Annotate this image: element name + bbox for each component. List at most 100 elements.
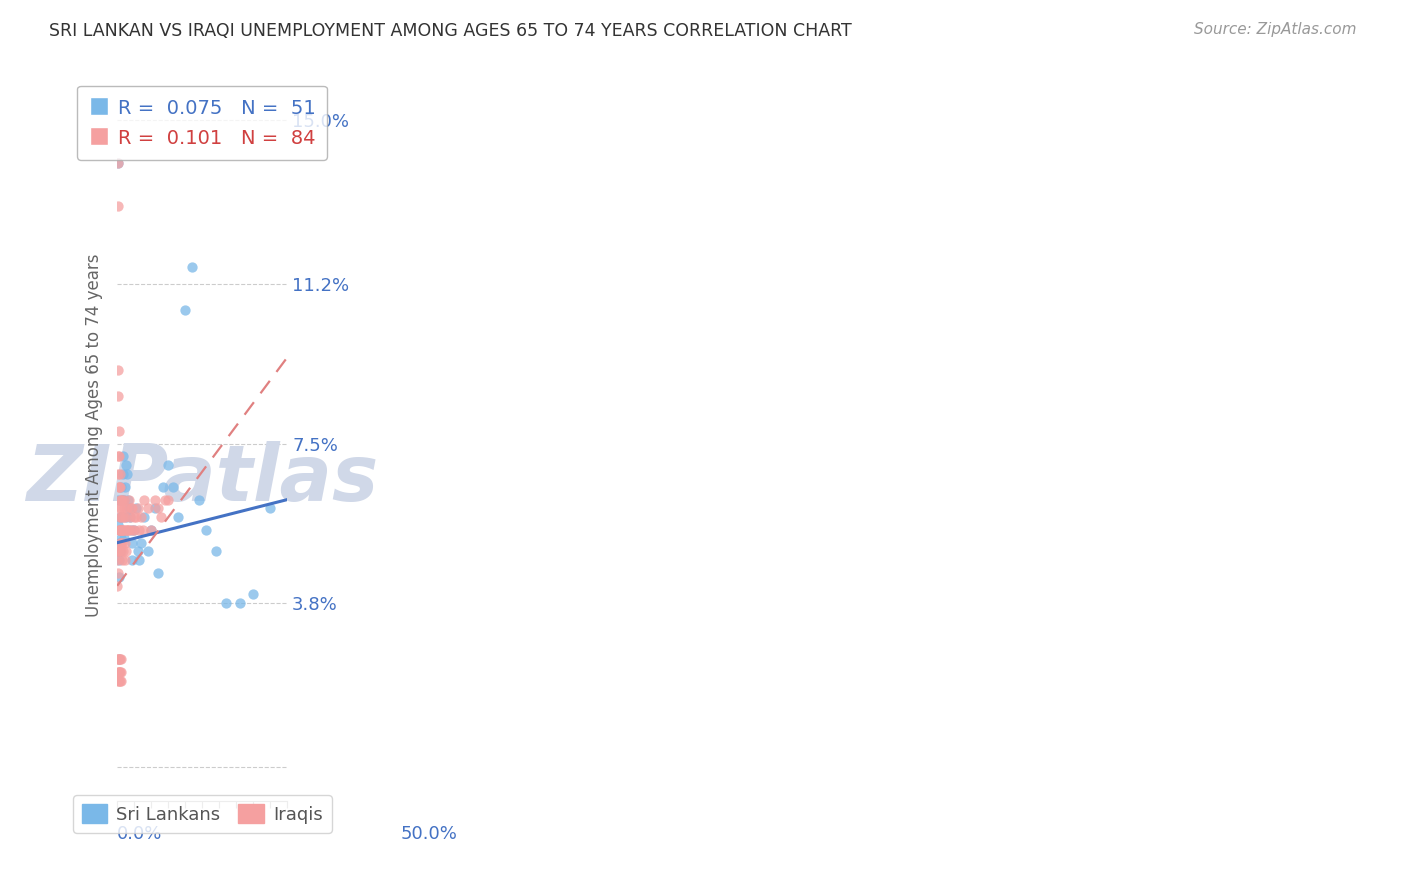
Point (174, 302, 197, 317)
Point (121, 553, 143, 567)
Point (111, 509, 134, 524)
Point (118, 523, 141, 537)
Point (108, 544, 131, 558)
Point (127, 501, 149, 516)
Point (108, 480, 131, 494)
Point (108, 523, 131, 537)
Point (187, 492, 209, 507)
Point (107, 652, 129, 666)
Point (107, 467, 129, 481)
Point (111, 509, 134, 524)
Point (114, 480, 136, 494)
Point (128, 523, 150, 537)
Point (259, 501, 281, 516)
Point (110, 665, 132, 679)
Point (162, 480, 184, 494)
Point (108, 523, 131, 537)
Point (108, 501, 131, 516)
Point (110, 501, 132, 516)
Point (146, 501, 169, 516)
Point (152, 480, 174, 494)
Point (107, 156, 129, 170)
Point (107, 518, 129, 533)
Point (107, 535, 129, 549)
Point (110, 523, 132, 537)
Point (131, 523, 153, 537)
Point (112, 523, 135, 537)
Point (143, 492, 166, 507)
Point (215, 596, 238, 610)
Point (107, 523, 129, 537)
Text: 50.0%: 50.0% (401, 825, 457, 843)
Point (117, 501, 139, 516)
Point (114, 553, 136, 567)
Text: SRI LANKAN VS IRAQI UNEMPLOYMENT AMONG AGES 65 TO 74 YEARS CORRELATION CHART: SRI LANKAN VS IRAQI UNEMPLOYMENT AMONG A… (49, 22, 852, 40)
Point (143, 501, 166, 516)
Point (117, 467, 139, 481)
Point (107, 673, 129, 688)
Point (114, 523, 136, 537)
Point (117, 492, 139, 507)
Point (129, 509, 152, 524)
Point (128, 553, 150, 567)
Point (118, 501, 141, 516)
Point (110, 492, 132, 507)
Point (112, 532, 135, 546)
Point (110, 652, 132, 666)
Point (108, 652, 131, 666)
Point (110, 480, 132, 494)
Text: ZIPatlas: ZIPatlas (27, 441, 378, 516)
Point (108, 652, 131, 666)
Point (115, 458, 138, 472)
Point (107, 566, 129, 580)
Point (118, 492, 141, 507)
Point (112, 492, 135, 507)
Text: 0.0%: 0.0% (117, 825, 163, 843)
Legend: Sri Lankans, Iraqis: Sri Lankans, Iraqis (73, 795, 332, 832)
Point (117, 523, 139, 537)
Point (107, 665, 129, 679)
Point (107, 363, 129, 377)
Point (129, 535, 152, 549)
Point (108, 509, 131, 524)
Point (110, 532, 132, 546)
Point (127, 544, 149, 558)
Point (107, 492, 129, 507)
Point (108, 509, 131, 524)
Point (110, 523, 132, 537)
Point (122, 509, 145, 524)
Point (107, 199, 129, 213)
Point (112, 492, 135, 507)
Point (136, 501, 159, 516)
Point (122, 523, 145, 537)
Point (115, 544, 138, 558)
Point (146, 566, 169, 580)
Point (108, 450, 131, 464)
Point (120, 523, 142, 537)
Point (108, 673, 131, 688)
Point (242, 587, 264, 601)
Point (107, 652, 129, 666)
Point (157, 492, 180, 507)
Point (108, 665, 131, 679)
Point (157, 458, 180, 472)
Point (105, 579, 128, 593)
Point (108, 467, 131, 481)
Point (110, 492, 132, 507)
Point (110, 673, 132, 688)
Point (110, 665, 132, 679)
Point (107, 544, 129, 558)
Point (105, 553, 128, 567)
Point (107, 424, 129, 438)
Point (111, 450, 134, 464)
Point (110, 544, 132, 558)
Point (112, 523, 135, 537)
Point (181, 260, 204, 274)
Point (110, 535, 132, 549)
Point (122, 523, 145, 537)
Point (107, 156, 129, 170)
Point (108, 652, 131, 666)
Point (120, 509, 142, 524)
Point (141, 523, 163, 537)
Point (108, 480, 131, 494)
